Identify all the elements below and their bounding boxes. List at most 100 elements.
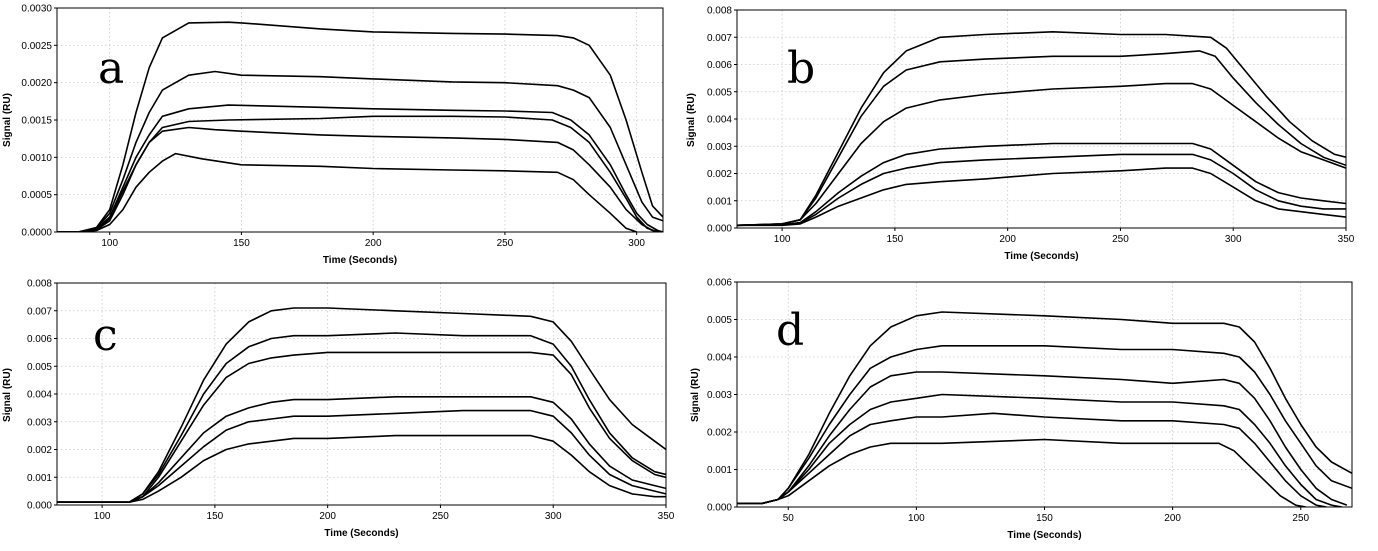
y-tick-label: 0.005 bbox=[707, 315, 732, 326]
y-tick-label: 0.000 bbox=[707, 224, 732, 235]
x-tick-label: 350 bbox=[658, 511, 675, 522]
series-group bbox=[57, 307, 666, 504]
series-line-2 bbox=[57, 70, 663, 232]
series-line-3 bbox=[737, 82, 1346, 227]
y-tick-label: 0.008 bbox=[707, 6, 732, 17]
y-tick-label: 0.003 bbox=[707, 390, 732, 401]
series-line-6 bbox=[57, 434, 666, 504]
series-group bbox=[737, 311, 1352, 507]
y-tick-label: 0.0010 bbox=[21, 153, 52, 164]
y-tick-label: 0.006 bbox=[707, 60, 732, 71]
x-axis-label: Time (Seconds) bbox=[324, 528, 398, 539]
series-line-5 bbox=[57, 409, 666, 504]
y-tick-label: 0.003 bbox=[27, 417, 52, 428]
x-tick-label: 300 bbox=[628, 238, 645, 249]
series-line-3 bbox=[737, 371, 1348, 506]
series-line-6 bbox=[737, 438, 1307, 507]
x-tick-label: 250 bbox=[432, 511, 449, 522]
y-axis-label: Signal (RU) bbox=[2, 368, 13, 422]
y-tick-label: 0.002 bbox=[707, 428, 732, 439]
x-axis-label: Time (Seconds) bbox=[323, 255, 397, 266]
series-line-3 bbox=[57, 104, 663, 232]
series-line-2 bbox=[737, 50, 1346, 227]
x-axis-label: Time (Seconds) bbox=[1004, 251, 1078, 262]
series-line-4 bbox=[57, 395, 666, 504]
series-group bbox=[57, 21, 663, 232]
x-tick-label: 250 bbox=[1292, 513, 1309, 524]
y-tick-label: 0.001 bbox=[707, 465, 732, 476]
x-tick-label: 150 bbox=[887, 234, 904, 245]
series-line-1 bbox=[737, 311, 1352, 505]
series-line-2 bbox=[57, 332, 666, 504]
series-line-6 bbox=[57, 152, 637, 232]
series-line-1 bbox=[737, 30, 1346, 227]
series-line-1 bbox=[57, 21, 663, 232]
y-tick-label: 0.004 bbox=[27, 390, 52, 401]
x-tick-label: 150 bbox=[233, 238, 250, 249]
chart-panel-a: 100 150 200 250 300 0.0000 0.0005 0.0010 0.0015 0… bbox=[2, 4, 664, 266]
series-line-2 bbox=[737, 344, 1352, 505]
panel-label-d: d bbox=[776, 305, 804, 356]
y-tick-label: 0.000 bbox=[27, 501, 52, 512]
panel-label-a: a bbox=[98, 43, 124, 94]
y-tick-label: 0.006 bbox=[27, 334, 52, 345]
chart-panel-d: 50 100 150 200 250 0.000 0.001 0.002 0.003 0.004 0… bbox=[690, 278, 1353, 541]
y-tick-label: 0.0020 bbox=[21, 78, 52, 89]
y-tick-label: 0.004 bbox=[707, 353, 732, 364]
x-tick-label: 150 bbox=[207, 511, 224, 522]
series-group bbox=[737, 30, 1346, 227]
y-axis-label: Signal (RU) bbox=[690, 368, 701, 422]
y-tick-label: 0.007 bbox=[27, 306, 52, 317]
x-tick-label: 300 bbox=[545, 511, 562, 522]
x-tick-label: 250 bbox=[1112, 234, 1129, 245]
y-axis-label: Signal (RU) bbox=[2, 93, 13, 147]
x-tick-label: 50 bbox=[783, 513, 795, 524]
x-tick-label: 350 bbox=[1338, 234, 1355, 245]
y-axis-label: Signal (RU) bbox=[686, 93, 697, 147]
x-tick-label: 200 bbox=[365, 238, 382, 249]
series-line-4 bbox=[737, 393, 1342, 507]
x-axis-label: Time (Seconds) bbox=[1007, 530, 1081, 541]
x-tick-label: 250 bbox=[497, 238, 514, 249]
y-tick-label: 0.002 bbox=[707, 169, 732, 180]
y-tick-label: 0.0000 bbox=[21, 228, 52, 239]
x-tick-label: 100 bbox=[908, 513, 925, 524]
y-tick-label: 0.005 bbox=[27, 362, 52, 373]
y-tick-label: 0.004 bbox=[707, 115, 732, 126]
x-tick-label: 200 bbox=[319, 511, 336, 522]
y-tick-label: 0.0030 bbox=[21, 4, 52, 15]
y-tick-label: 0.005 bbox=[707, 87, 732, 98]
y-tick-label: 0.002 bbox=[27, 445, 52, 456]
y-tick-label: 0.006 bbox=[707, 278, 732, 289]
series-line-5 bbox=[57, 126, 663, 232]
y-tick-label: 0.007 bbox=[707, 33, 732, 44]
x-tick-label: 100 bbox=[101, 238, 118, 249]
chart-panel-b: 100 150 200 250 300 350 0.000 0.001 0.002 0.003 0.… bbox=[686, 6, 1355, 263]
panels: 100 150 200 250 3000.00000.00050.00100.00150… bbox=[2, 4, 1355, 542]
series-line-3 bbox=[57, 351, 666, 504]
y-tick-label: 0.008 bbox=[27, 279, 52, 290]
x-tick-label: 100 bbox=[774, 234, 791, 245]
series-line-6 bbox=[737, 167, 1346, 227]
y-tick-label: 0.001 bbox=[27, 473, 52, 484]
y-tick-label: 0.0015 bbox=[21, 116, 52, 127]
y-tick-label: 0.001 bbox=[707, 196, 732, 207]
y-tick-label: 0.0005 bbox=[21, 190, 52, 201]
x-tick-label: 300 bbox=[1225, 234, 1242, 245]
series-line-4 bbox=[57, 115, 658, 232]
x-tick-label: 200 bbox=[1164, 513, 1181, 524]
x-tick-label: 150 bbox=[1036, 513, 1053, 524]
chart-panel-c: 100 150 200 250 300 350 0.000 0.001 0.002 0.003 0.… bbox=[2, 279, 675, 540]
y-tick-label: 0.000 bbox=[707, 503, 732, 514]
series-line-5 bbox=[737, 412, 1327, 507]
y-tick-label: 0.003 bbox=[707, 142, 732, 153]
series-line-4 bbox=[737, 142, 1346, 227]
y-tick-label: 0.0025 bbox=[21, 41, 52, 52]
x-tick-label: 200 bbox=[999, 234, 1016, 245]
x-tick-label: 100 bbox=[94, 511, 111, 522]
series-line-1 bbox=[57, 307, 666, 504]
panel-label-c: c bbox=[93, 310, 118, 361]
panel-label-b: b bbox=[787, 43, 815, 94]
